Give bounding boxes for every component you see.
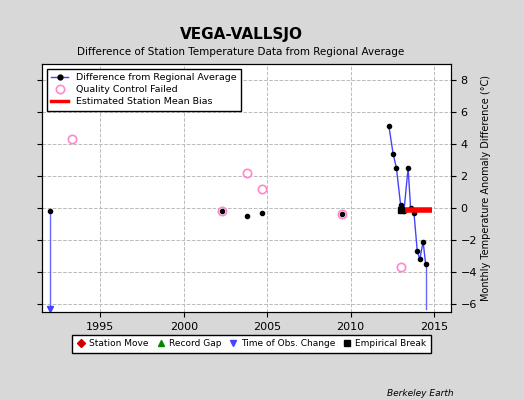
Legend: Difference from Regional Average, Quality Control Failed, Estimated Station Mean: Difference from Regional Average, Qualit… [47, 69, 241, 111]
Text: Difference of Station Temperature Data from Regional Average: Difference of Station Temperature Data f… [78, 47, 405, 57]
Text: VEGA-VALLSJO: VEGA-VALLSJO [180, 27, 302, 42]
Legend: Station Move, Record Gap, Time of Obs. Change, Empirical Break: Station Move, Record Gap, Time of Obs. C… [72, 335, 431, 353]
Text: Berkeley Earth: Berkeley Earth [387, 389, 453, 398]
Y-axis label: Monthly Temperature Anomaly Difference (°C): Monthly Temperature Anomaly Difference (… [481, 75, 491, 301]
